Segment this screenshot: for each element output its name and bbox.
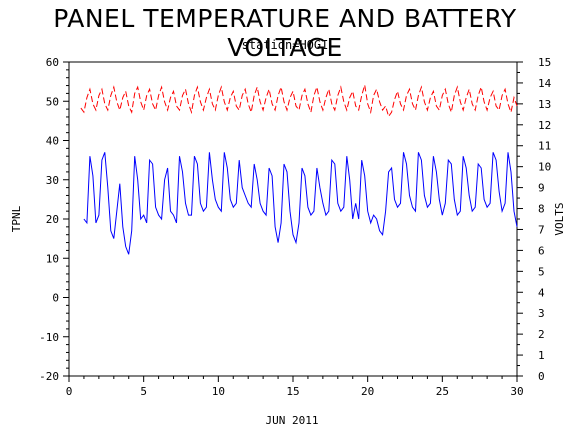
x-tick-label: 0: [66, 385, 73, 398]
right-tick-label: 15: [538, 56, 551, 69]
left-tick-label: -10: [39, 331, 59, 344]
left-tick-label: -20: [39, 370, 59, 383]
right-axis-label: VOLTS: [553, 202, 566, 235]
right-tick-label: 8: [538, 203, 545, 216]
right-tick-label: 1: [538, 349, 545, 362]
left-tick-label: 30: [46, 174, 59, 187]
chart-title: PANEL TEMPERATURE AND BATTERY VOLTAGE: [53, 4, 517, 62]
right-tick-label: 13: [538, 98, 551, 111]
x-tick-label: 5: [140, 385, 147, 398]
right-tick-label: 14: [538, 77, 552, 90]
right-tick-label: 7: [538, 223, 545, 236]
left-axis-label: TPNL: [10, 205, 23, 232]
x-tick-label: 25: [436, 385, 449, 398]
right-tick-label: 6: [538, 244, 545, 257]
x-tick-label: 10: [212, 385, 225, 398]
right-tick-label: 0: [538, 370, 545, 383]
right-tick-label: 3: [538, 307, 545, 320]
right-tick-label: 9: [538, 182, 545, 195]
panel-temperature-line: [83, 152, 518, 255]
left-tick-label: 60: [46, 56, 59, 69]
axes-group: 0 5 10 15 20 25 30-20-100102030405060012345678…: [39, 56, 551, 398]
left-tick-label: 0: [52, 292, 59, 305]
right-tick-label: 4: [538, 286, 545, 299]
battery-voltage-line: [80, 84, 518, 118]
x-tick-label: 30: [510, 385, 523, 398]
left-tick-label: 20: [46, 213, 59, 226]
right-tick-label: 10: [538, 161, 551, 174]
right-tick-label: 11: [538, 140, 551, 153]
right-tick-label: 2: [538, 328, 545, 341]
left-tick-label: 10: [46, 252, 59, 265]
left-tick-label: 50: [46, 95, 59, 108]
left-tick-label: 40: [46, 135, 59, 148]
series-layer: [80, 84, 518, 255]
x-tick-label: 20: [361, 385, 374, 398]
chart-subtitle: station=HOGI: [241, 38, 329, 52]
x-tick-label: 15: [286, 385, 299, 398]
right-tick-label: 12: [538, 119, 551, 132]
right-tick-label: 5: [538, 265, 545, 278]
x-axis-label: JUN 2011: [266, 414, 319, 427]
